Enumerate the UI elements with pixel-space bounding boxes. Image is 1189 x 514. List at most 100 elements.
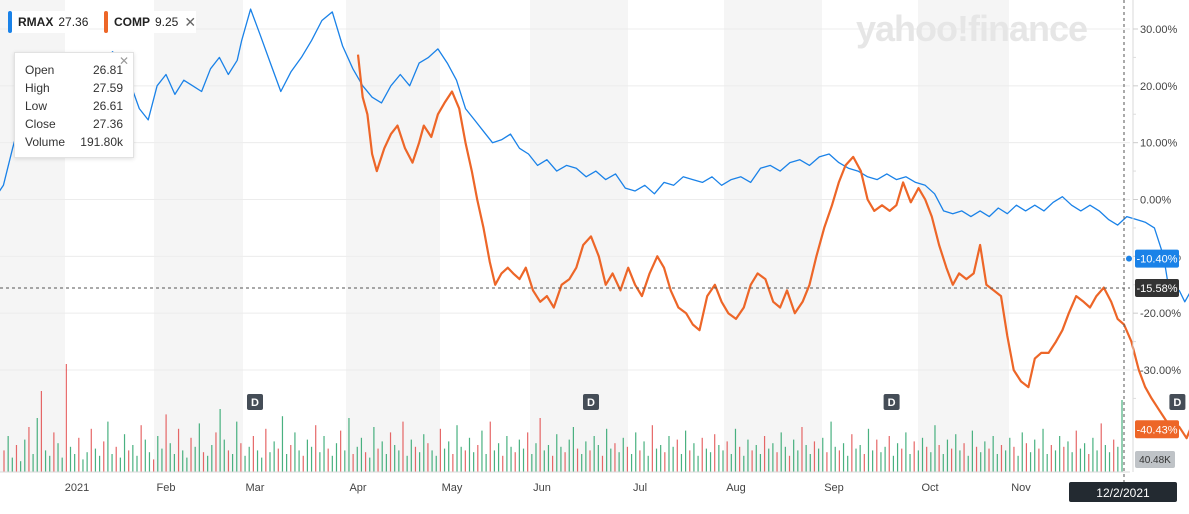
volume-bar xyxy=(497,443,500,472)
month-band xyxy=(724,0,822,472)
volume-bar xyxy=(1038,448,1040,472)
volume-bar xyxy=(302,455,304,472)
volume-bar xyxy=(261,457,263,472)
volume-bar xyxy=(115,446,117,472)
volume-bar xyxy=(759,454,762,472)
volume-bar xyxy=(477,445,479,472)
x-tick-label: Apr xyxy=(349,482,366,494)
volume-bar xyxy=(685,430,687,472)
volume-bar xyxy=(402,421,404,472)
volume-bar xyxy=(838,450,840,472)
volume-bar xyxy=(227,450,230,472)
volume-bar xyxy=(1059,436,1061,472)
volume-bar xyxy=(340,430,342,472)
volume-bar xyxy=(1113,439,1115,472)
volume-bar xyxy=(98,455,101,472)
volume-bar xyxy=(547,445,550,472)
volume-bar xyxy=(94,448,97,472)
crosshair-label-bg xyxy=(1135,279,1179,298)
volume-bar xyxy=(277,448,279,472)
volume-bar xyxy=(651,425,653,472)
volume-bar xyxy=(294,432,296,472)
volume-bar xyxy=(1013,446,1015,472)
volume-bar xyxy=(610,448,612,472)
y-tick-label: 30.00% xyxy=(1140,24,1178,36)
volume-bar xyxy=(57,443,59,472)
volume-bar xyxy=(1071,452,1073,472)
volume-bar xyxy=(909,454,911,472)
dividend-marker xyxy=(583,394,599,410)
volume-bar xyxy=(776,452,778,472)
legend-swatch xyxy=(104,11,108,33)
dividend-marker xyxy=(883,394,900,410)
volume-bar xyxy=(693,443,695,472)
volume-bar xyxy=(1121,400,1123,472)
volume-bar xyxy=(161,448,163,472)
comp-end-label-bg xyxy=(1135,420,1179,439)
volume-bar xyxy=(1104,445,1106,472)
volume-bar xyxy=(61,457,63,472)
volume-bar xyxy=(473,452,475,472)
volume-bar xyxy=(369,457,371,472)
volume-bar xyxy=(323,436,325,472)
volume-bar xyxy=(734,428,737,472)
volume-bar xyxy=(1117,446,1119,472)
volume-bar xyxy=(248,446,250,472)
tooltip-row-low: Low 26.61 xyxy=(25,99,123,113)
volume-bar xyxy=(331,455,333,472)
volume-bar xyxy=(714,434,716,472)
x-tick-label: Nov xyxy=(1011,482,1031,494)
volume-bar xyxy=(344,450,346,472)
volume-bar xyxy=(726,441,728,472)
volume-bar xyxy=(28,427,30,472)
volume-bar xyxy=(173,454,176,472)
volume-bar xyxy=(40,391,43,472)
volume-bar xyxy=(406,455,408,472)
volume-bar xyxy=(3,450,5,472)
x-tick-label: 2021 xyxy=(65,482,89,494)
volume-bar xyxy=(527,432,529,472)
close-icon[interactable]: ✕ xyxy=(118,54,129,68)
dividend-marker-label: D xyxy=(1173,397,1181,409)
volume-bar xyxy=(784,446,786,472)
x-tick-label: Jul xyxy=(633,482,647,494)
volume-bar xyxy=(107,421,109,472)
volume-bar xyxy=(980,452,982,472)
volume-bar xyxy=(805,445,807,472)
volume-bar xyxy=(884,446,886,472)
volume-bar xyxy=(78,437,80,472)
volume-bar xyxy=(273,441,275,472)
dividend-marker xyxy=(1169,394,1186,410)
close-icon[interactable]: ✕ xyxy=(184,13,197,30)
x-tick-label: Mar xyxy=(246,482,265,494)
volume-bar xyxy=(1042,428,1044,472)
volume-bar xyxy=(842,443,845,472)
volume-bar xyxy=(1017,455,1019,472)
volume-bar xyxy=(730,454,732,472)
volume-bar xyxy=(934,425,936,472)
volume-bar xyxy=(560,446,562,472)
volume-bar xyxy=(963,443,965,472)
legend-item-comp[interactable]: COMP 9.25 ✕ xyxy=(104,11,197,33)
volume-bar xyxy=(676,439,678,472)
volume-bar xyxy=(930,452,932,472)
volume-bar xyxy=(327,448,329,472)
volume-bar xyxy=(435,455,437,472)
volume-bar xyxy=(942,454,944,472)
volume-bar xyxy=(360,437,363,472)
volume-bar xyxy=(1100,423,1102,472)
dividend-marker xyxy=(247,394,263,410)
volume-bar xyxy=(747,439,749,472)
volume-bar xyxy=(36,418,38,472)
volume-bar xyxy=(888,436,890,472)
volume-bar xyxy=(1000,445,1003,472)
volume-bar xyxy=(310,446,313,472)
volume-bar xyxy=(959,450,961,472)
volume-bar xyxy=(431,450,433,472)
volume-bar xyxy=(240,443,242,472)
volume-bar xyxy=(639,450,641,472)
legend-item-rmax[interactable]: RMAX 27.36 xyxy=(8,11,89,33)
volume-bar xyxy=(992,436,994,472)
volume-bar xyxy=(581,454,583,472)
